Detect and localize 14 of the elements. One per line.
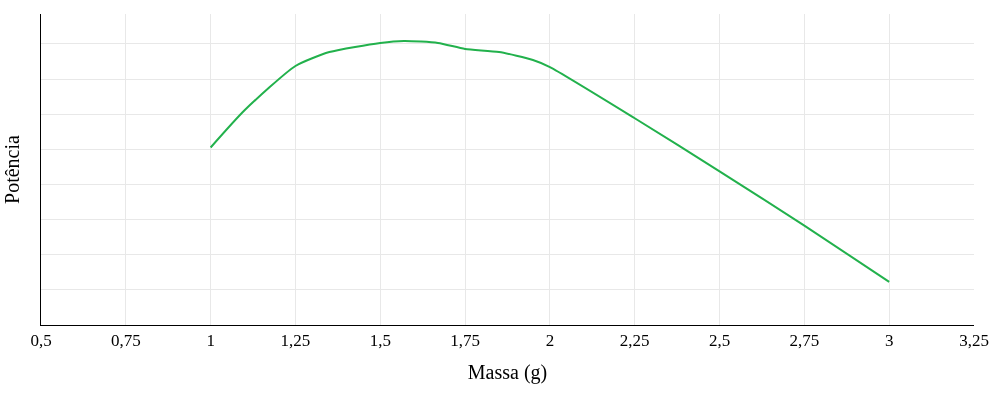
x-tick-label: 3 bbox=[884, 331, 894, 351]
x-tick-label: 0,5 bbox=[30, 331, 52, 351]
x-tick-label: 0,75 bbox=[110, 331, 141, 351]
y-axis-title: Potência bbox=[0, 134, 23, 204]
x-tick-label: 2 bbox=[545, 331, 555, 351]
x-axis-title: Massa (g) bbox=[467, 360, 548, 384]
x-tick-label: 3,25 bbox=[959, 331, 989, 351]
x-tick-label: 1 bbox=[206, 331, 215, 351]
x-tick-label: 1,25 bbox=[280, 331, 311, 351]
x-tick-label: 2,25 bbox=[619, 331, 650, 351]
x-tick-label: 2,75 bbox=[789, 331, 820, 351]
x-tick-label: 2,5 bbox=[708, 331, 731, 351]
x-tick-label: 1,5 bbox=[369, 331, 391, 351]
x-tick-label: 1,75 bbox=[450, 331, 480, 351]
